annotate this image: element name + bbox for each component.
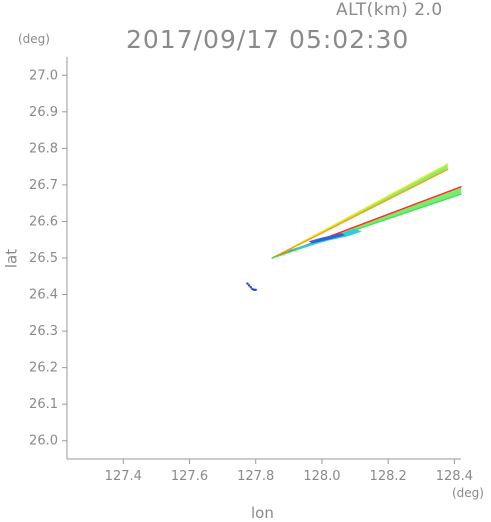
x-tick-label: 128.0 [303,469,340,484]
y-tick-label: 26.9 [29,105,58,120]
x-tick-label: 127.8 [237,469,274,484]
x-tick-label: 127.6 [171,469,208,484]
x-axis-label: lon [251,504,274,522]
y-tick-label: 26.2 [29,361,58,376]
isolated-point [249,286,252,289]
y-axis-unit: (deg) [18,32,50,46]
y-tick-label: 26.1 [29,397,58,412]
y-tick-label: 26.3 [29,324,58,339]
isolated-point [247,284,251,287]
x-tick-label: 128.4 [436,469,473,484]
y-tick-label: 27.0 [29,68,58,83]
upper-beam-bottom-edge [271,168,449,259]
lower-beam-bottom-edge [271,193,462,259]
x-tick-label: 128.2 [370,469,407,484]
y-tick-label: 26.8 [29,141,58,156]
y-tick-label: 26.5 [29,251,58,266]
isolated-point [252,288,256,291]
upper-beam-top-edge [271,163,449,259]
isolated-point [246,282,249,285]
y-tick-label: 26.6 [29,214,58,229]
y-tick-label: 26.4 [29,288,58,303]
y-tick-label: 26.0 [29,434,58,449]
y-tick-label: 26.7 [29,178,58,193]
x-axis-unit: (deg) [452,486,484,500]
isolated-point [254,288,257,291]
x-tick-label: 127.4 [105,469,142,484]
timestamp-title: 2017/09/17 05:02:30 [126,25,410,54]
blue-patch [308,233,346,244]
altitude-label: ALT(km) 2.0 [336,0,443,20]
